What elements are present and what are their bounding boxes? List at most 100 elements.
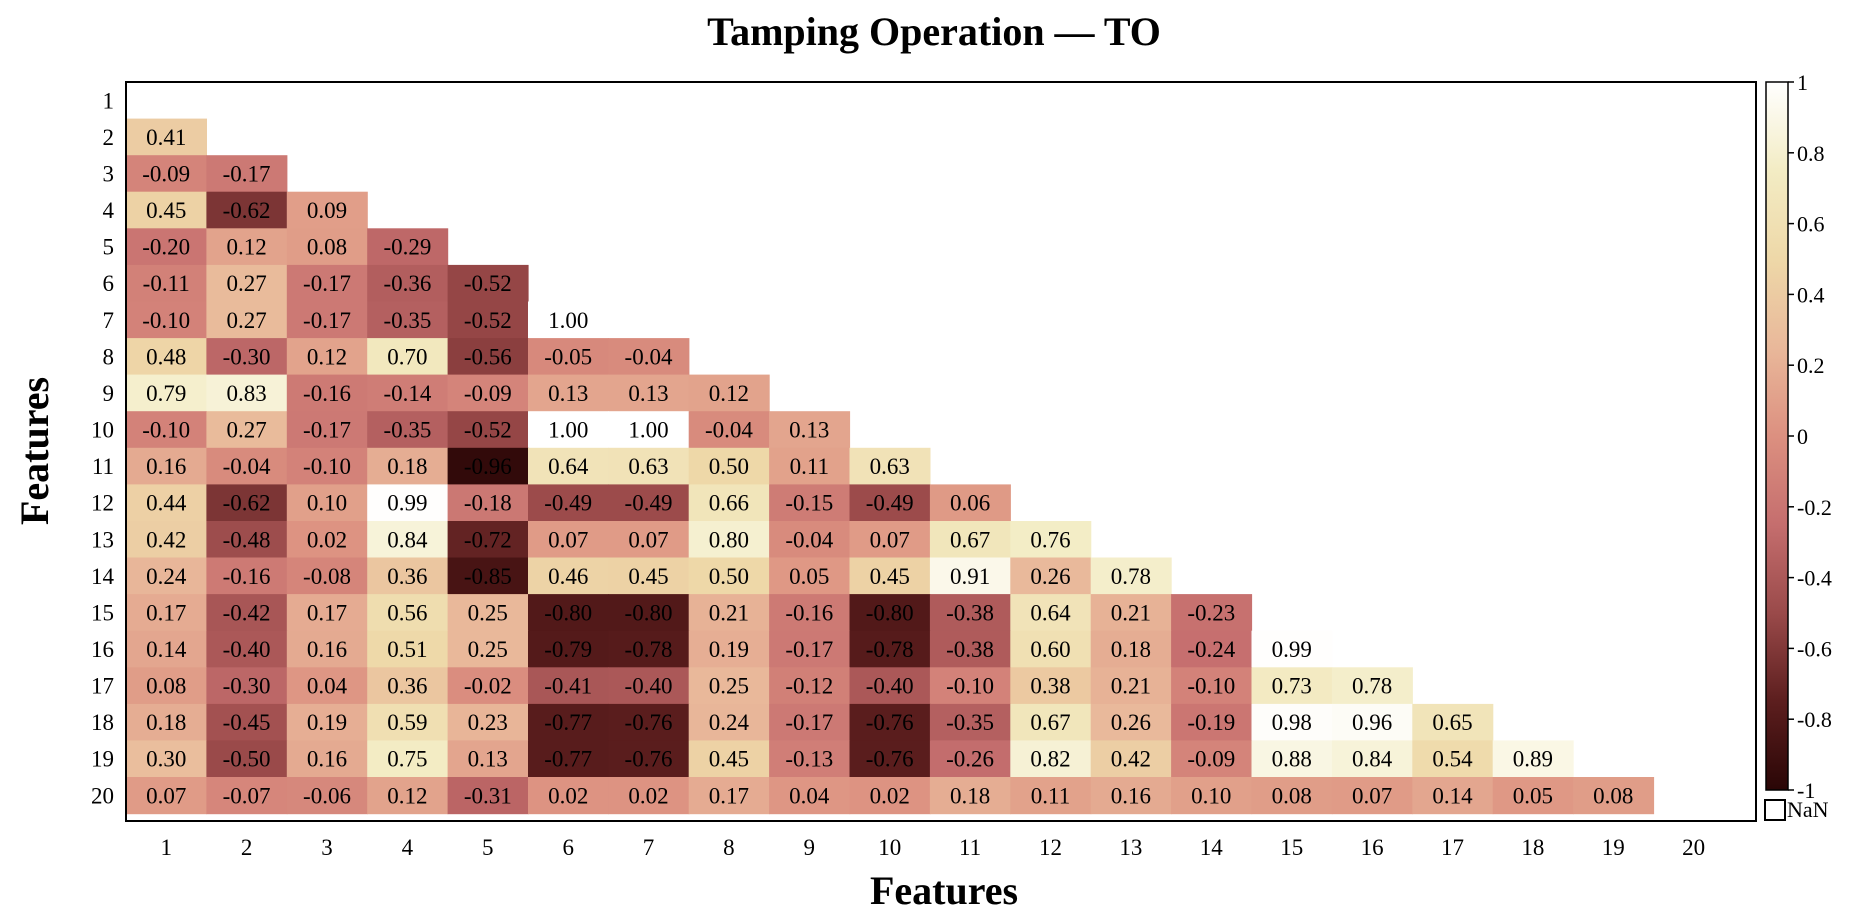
heatmap-cell <box>367 630 449 668</box>
heatmap-cell <box>1010 667 1092 705</box>
cell-value-label: 0.07 <box>548 527 588 552</box>
heatmap-cell <box>608 777 690 815</box>
cell-value-label: 0.78 <box>1111 564 1151 589</box>
heatmap-cell <box>1171 777 1253 815</box>
heatmap-cells <box>126 118 1655 815</box>
cell-value-label: -0.40 <box>625 674 673 699</box>
colorbar-tick-label: -0.8 <box>1797 707 1832 732</box>
y-tick-label: 16 <box>91 637 114 662</box>
cell-value-label: 0.56 <box>387 600 427 625</box>
cell-value-label: 0.16 <box>307 747 347 772</box>
heatmap-cell <box>126 667 207 705</box>
heatmap-cell <box>206 191 288 229</box>
heatmap-cell <box>608 411 690 449</box>
colorbar-tick-label: 0.6 <box>1797 212 1825 237</box>
cell-value-label: 0.23 <box>468 710 508 735</box>
x-tick-label: 18 <box>1521 835 1544 860</box>
cell-value-label: 0.44 <box>146 491 187 516</box>
cell-value-label: -0.02 <box>464 674 512 699</box>
heatmap-cell <box>929 557 1011 595</box>
cell-value-label: 0.51 <box>387 637 427 662</box>
heatmap-cell <box>286 191 368 229</box>
heatmap-cell <box>769 411 851 449</box>
cell-value-label: -0.41 <box>544 674 592 699</box>
heatmap-cell <box>286 447 368 485</box>
cell-value-label: 0.02 <box>548 783 588 808</box>
cell-value-label: 0.16 <box>146 454 186 479</box>
cell-value-label: 0.45 <box>146 198 186 223</box>
cell-value-label: 0.16 <box>1111 783 1151 808</box>
cell-value-label: -0.62 <box>223 491 271 516</box>
heatmap-cell <box>367 374 449 412</box>
x-tick-label: 9 <box>804 835 816 860</box>
heatmap-cell <box>849 594 931 632</box>
heatmap-cell <box>769 740 851 778</box>
cell-value-label: 0.80 <box>709 527 749 552</box>
heatmap-cell <box>447 338 529 376</box>
heatmap-cell <box>688 374 770 412</box>
cell-value-label: 0.60 <box>1030 637 1070 662</box>
cell-value-label: -0.04 <box>223 454 271 479</box>
heatmap-cell <box>688 411 770 449</box>
heatmap-cell <box>367 447 449 485</box>
heatmap-cell <box>1010 521 1092 559</box>
cell-value-label: -0.38 <box>946 637 994 662</box>
heatmap-cell <box>929 594 1011 632</box>
cell-value-label: 0.63 <box>628 454 668 479</box>
heatmap-cell <box>608 374 690 412</box>
heatmap-cell <box>1573 777 1655 815</box>
heatmap-cell <box>528 484 609 522</box>
nan-label: NaN <box>1787 797 1829 822</box>
cell-value-label: -0.17 <box>303 418 351 443</box>
cell-value-label: 0.46 <box>548 564 588 589</box>
cell-value-label: 0.66 <box>709 491 749 516</box>
heatmap-cell <box>1331 703 1413 742</box>
cell-value-label: 0.50 <box>709 454 749 479</box>
y-tick-label: 8 <box>103 344 115 369</box>
cell-value-label: -0.16 <box>223 564 271 589</box>
heatmap-cell <box>447 374 529 412</box>
heatmap-cell <box>528 411 609 449</box>
cell-value-label: -0.08 <box>303 564 351 589</box>
heatmap-cell <box>206 521 288 559</box>
heatmap-cell <box>528 594 609 632</box>
cell-value-label: 0.25 <box>468 637 508 662</box>
heatmap-cell <box>126 777 207 815</box>
heatmap-cell <box>929 703 1011 742</box>
heatmap-cell <box>367 228 449 266</box>
cell-value-label: 0.02 <box>307 527 347 552</box>
heatmap-cell <box>126 484 207 522</box>
heatmap-cell <box>126 703 207 742</box>
cell-value-label: -0.85 <box>464 564 512 589</box>
heatmap-cell <box>769 594 851 632</box>
y-tick-label: 20 <box>91 783 114 808</box>
x-tick-label: 17 <box>1441 835 1464 860</box>
x-tick-label: 4 <box>402 835 414 860</box>
heatmap-cell <box>1412 740 1494 778</box>
heatmap-cell <box>206 777 288 815</box>
heatmap-cell <box>367 338 449 376</box>
cell-value-label: -0.30 <box>223 674 271 699</box>
cell-value-label: -0.16 <box>303 381 351 406</box>
heatmap-cell <box>1331 777 1413 815</box>
heatmap-cell <box>769 777 851 815</box>
colorbar-tick-label: -0.4 <box>1797 566 1832 591</box>
heatmap-cell <box>849 484 931 522</box>
heatmap-cell <box>688 484 770 522</box>
cell-value-label: -0.15 <box>785 491 833 516</box>
heatmap-cell <box>367 594 449 632</box>
heatmap-cell <box>206 630 288 668</box>
heatmap-cell <box>688 447 770 485</box>
cell-value-label: 0.63 <box>870 454 910 479</box>
cell-value-label: -0.49 <box>625 491 673 516</box>
heatmap-cell <box>206 557 288 595</box>
cell-value-label: 0.07 <box>628 527 668 552</box>
cell-value-label: -0.36 <box>383 271 431 296</box>
x-tick-label: 14 <box>1200 835 1224 860</box>
x-tick-label: 1 <box>160 835 172 860</box>
heatmap-cell <box>849 667 931 705</box>
cell-value-label: 0.14 <box>146 637 187 662</box>
heatmap-cell <box>126 594 207 632</box>
heatmap-cell <box>367 264 449 303</box>
cell-value-label: -0.78 <box>866 637 914 662</box>
